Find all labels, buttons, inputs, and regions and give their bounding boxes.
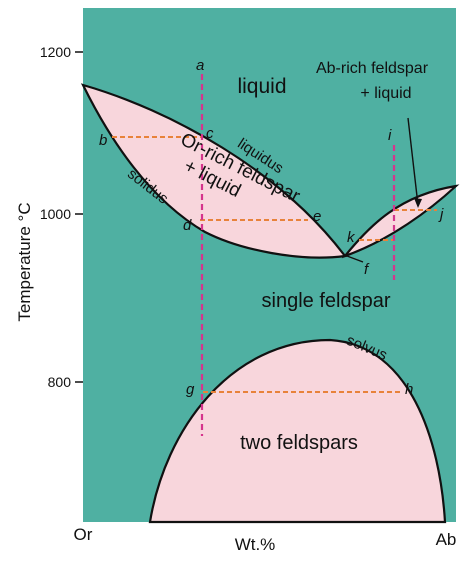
y-tick-label-800: 800 <box>48 374 72 390</box>
label-two-feldspars: two feldspars <box>240 432 358 454</box>
pointer-f <box>346 255 364 263</box>
point-g: g <box>186 381 195 398</box>
y-tick-label-1200: 1200 <box>40 44 71 60</box>
y-tick-label-1000: 1000 <box>40 206 71 222</box>
x-label-wt: Wt.% <box>235 535 276 554</box>
pointer-arrowhead <box>414 198 422 208</box>
point-f: f <box>364 261 370 278</box>
y-axis-title: Temperature °C <box>15 202 34 321</box>
label-single-feldspar: single feldspar <box>262 290 391 312</box>
solvus-field <box>148 338 447 524</box>
point-h: h <box>405 381 413 398</box>
point-k: k <box>347 229 356 246</box>
label-liquid: liquid <box>237 75 286 98</box>
x-label-or: Or <box>74 525 93 544</box>
point-b: b <box>99 132 107 149</box>
point-e: e <box>313 208 321 225</box>
label-ab-rich-1: Ab-rich feldspar <box>316 60 429 77</box>
point-j: j <box>438 206 444 223</box>
point-i: i <box>388 127 392 144</box>
pointer-ab-rich <box>407 117 419 206</box>
label-ab-rich-2: + liquid <box>360 85 411 102</box>
point-d: d <box>183 217 192 234</box>
point-c: c <box>206 125 214 142</box>
x-label-ab: Ab <box>436 530 457 549</box>
ab-rich-lens <box>341 184 460 259</box>
point-a: a <box>196 57 204 74</box>
